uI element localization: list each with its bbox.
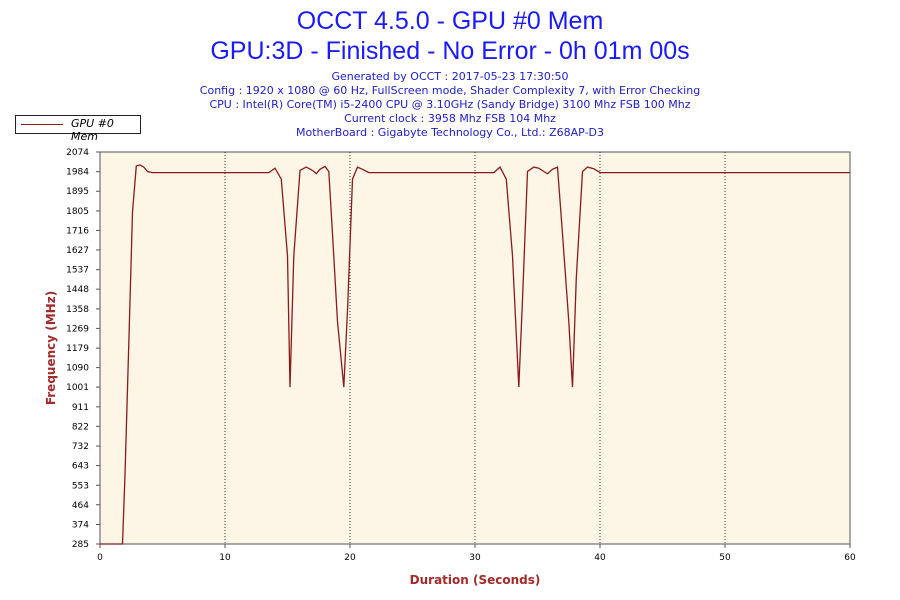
y-axis-label: Frequency (MHz) (44, 291, 58, 405)
y-tick-label: 1537 (66, 266, 89, 276)
x-tick-label: 50 (719, 553, 731, 563)
info-motherboard: MotherBoard : Gigabyte Technology Co., L… (295, 126, 605, 139)
y-tick-label: 1984 (66, 168, 89, 178)
y-tick-label: 1805 (66, 207, 89, 217)
y-tick-label: 464 (72, 501, 89, 511)
info-generated: Generated by OCCT : 2017-05-23 17:30:50 (331, 70, 569, 83)
y-tick-label: 1269 (66, 324, 89, 334)
grid-lines (224, 152, 726, 544)
legend-swatch (21, 124, 63, 125)
y-tick-label: 1448 (66, 285, 89, 295)
x-tick-label: 30 (469, 553, 481, 563)
y-tick-label: 374 (72, 520, 89, 530)
info-current-clock: Current clock : 3958 Mhz FSB 104 Mhz (344, 112, 556, 125)
y-tick-label: 911 (72, 403, 89, 413)
x-tick-label: 20 (344, 553, 356, 563)
y-tick-label: 1001 (66, 383, 89, 393)
x-tick-label: 60 (844, 553, 856, 563)
series-line-gpu-0-mem (100, 164, 850, 545)
y-tick-label: 2074 (66, 148, 89, 158)
y-tick-label: 732 (72, 442, 89, 452)
chart-subtitle: GPU:3D - Finished - No Error - 0h 01m 00… (210, 37, 690, 65)
y-tick-label: 1627 (66, 246, 89, 256)
x-axis-label: Duration (Seconds) (410, 573, 541, 587)
y-tick-label: 1090 (66, 364, 89, 374)
y-tick-label: 1716 (66, 226, 89, 236)
y-tick-label: 1358 (66, 305, 89, 315)
x-tick-label: 40 (594, 553, 606, 563)
x-axis: 0 10 20 30 40 50 60 (97, 544, 856, 563)
y-tick-label: 822 (72, 422, 89, 432)
info-config: Config : 1920 x 1080 @ 60 Hz, FullScreen… (199, 84, 701, 97)
y-tick-label: 643 (72, 462, 89, 472)
legend-label: GPU #0 Mem (71, 117, 114, 143)
legend: GPU #0 Mem (15, 115, 141, 143)
y-tick-label: 1179 (66, 344, 89, 354)
chart-title: OCCT 4.5.0 - GPU #0 Mem (296, 7, 604, 35)
y-tick-label: 1895 (66, 187, 89, 197)
x-tick-label: 10 (219, 553, 231, 563)
y-tick-label: 553 (72, 481, 89, 491)
x-tick-label: 0 (97, 553, 103, 563)
y-axis: 2074 1984 1895 1805 1716 1627 1537 1448 1358 1269… (66, 148, 100, 550)
y-tick-label: 285 (72, 540, 89, 550)
info-cpu: CPU : Intel(R) Core(TM) i5-2400 CPU @ 3.… (209, 98, 691, 111)
